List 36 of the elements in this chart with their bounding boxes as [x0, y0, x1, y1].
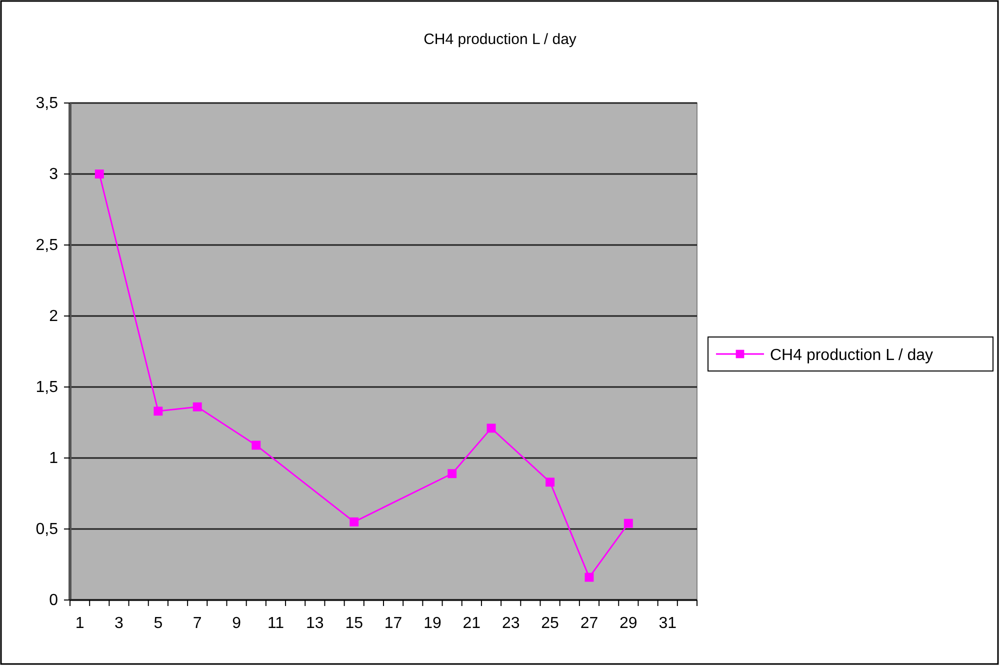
x-tick-label: 15	[345, 615, 364, 632]
x-tick-label: 1	[75, 615, 84, 632]
y-tick-label: 3,5	[36, 95, 58, 112]
x-tick-label: 3	[114, 615, 124, 632]
y-tick-label: 2	[49, 308, 58, 326]
y-tick-label: 3	[49, 166, 58, 184]
point	[486, 424, 496, 433]
x-tick-label: 29	[620, 615, 638, 632]
point	[154, 406, 163, 416]
point	[192, 402, 202, 412]
point	[546, 478, 555, 487]
point	[350, 517, 359, 526]
x-tick-label: 19	[424, 615, 442, 632]
chart-title: CH4 production L / day	[424, 31, 577, 48]
y-tick-label: 1,5	[36, 379, 58, 396]
x-tick-label: 21	[462, 615, 481, 632]
x-tick-label: 31	[658, 615, 677, 632]
point	[624, 518, 633, 528]
y-tick-label: 0	[49, 592, 58, 610]
x-tick-label: 17	[384, 615, 402, 632]
point	[252, 440, 261, 450]
x-tick-label: 23	[502, 615, 520, 632]
x-tick-label: 5	[154, 615, 163, 632]
legend-label: CH4 production L / day	[770, 347, 934, 364]
point	[448, 469, 457, 478]
y-tick-label: 2,5	[36, 237, 58, 254]
x-tick-label: 13	[306, 615, 324, 632]
y-tick-label: 0,5	[36, 521, 58, 538]
x-tick-label: 27	[580, 615, 598, 632]
x-tick-label: 9	[232, 615, 242, 632]
y-tick-label: 1	[49, 450, 58, 468]
x-tick-label: 25	[541, 615, 560, 632]
x-tick-label: 11	[267, 615, 284, 632]
x-tick-label: 7	[192, 615, 202, 632]
point	[94, 170, 104, 178]
point	[584, 572, 594, 582]
